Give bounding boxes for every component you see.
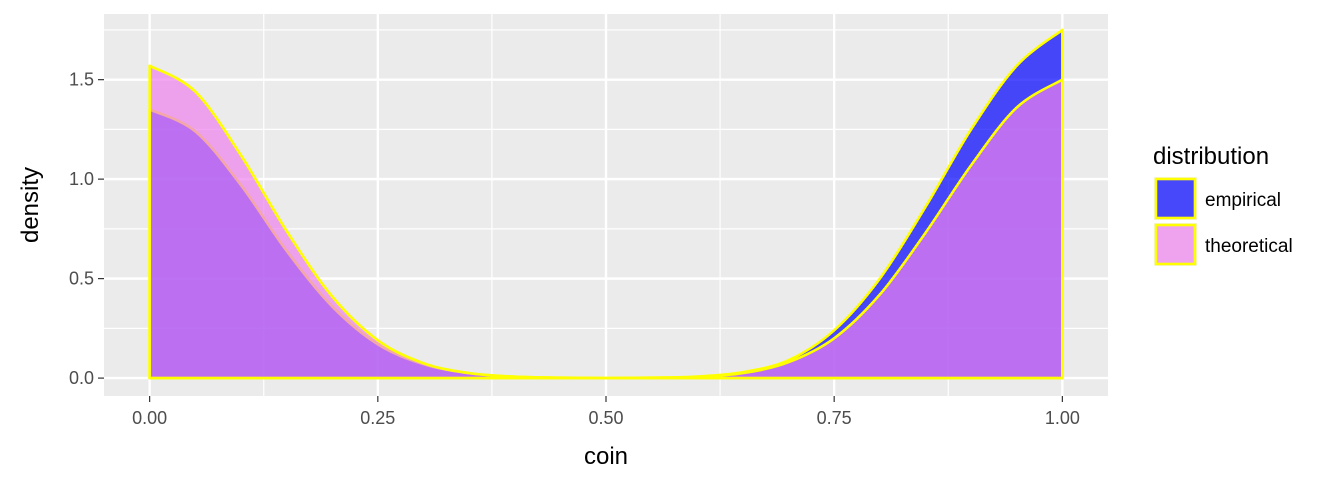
y-tick-label: 0.0 xyxy=(69,368,94,388)
x-tick-label: 0.25 xyxy=(360,408,395,428)
x-tick-label: 1.00 xyxy=(1045,408,1080,428)
x-axis-title: coin xyxy=(584,443,628,470)
legend-label-empirical: empirical xyxy=(1205,190,1281,211)
y-tick-label: 0.5 xyxy=(69,269,94,289)
x-tick-label: 0.75 xyxy=(817,408,852,428)
area-theoretical xyxy=(148,64,1064,380)
y-tick-label: 1.5 xyxy=(69,70,94,90)
x-tick-label: 0.00 xyxy=(132,408,167,428)
legend-label-theoretical: theoretical xyxy=(1205,236,1293,257)
legend-key-theoretical xyxy=(1154,223,1197,266)
y-axis-title: density xyxy=(17,167,44,243)
y-tick-label: 1.0 xyxy=(69,169,94,189)
density-areas xyxy=(148,28,1064,380)
x-axis: 0.00 0.25 0.50 0.75 1.00 xyxy=(132,396,1080,428)
x-tick-label: 0.50 xyxy=(588,408,623,428)
y-axis: 0.0 0.5 1.0 1.5 xyxy=(69,70,104,388)
legend: distribution empirical theoretical xyxy=(1153,143,1293,266)
legend-key-empirical xyxy=(1154,177,1197,220)
legend-title: distribution xyxy=(1153,143,1269,170)
